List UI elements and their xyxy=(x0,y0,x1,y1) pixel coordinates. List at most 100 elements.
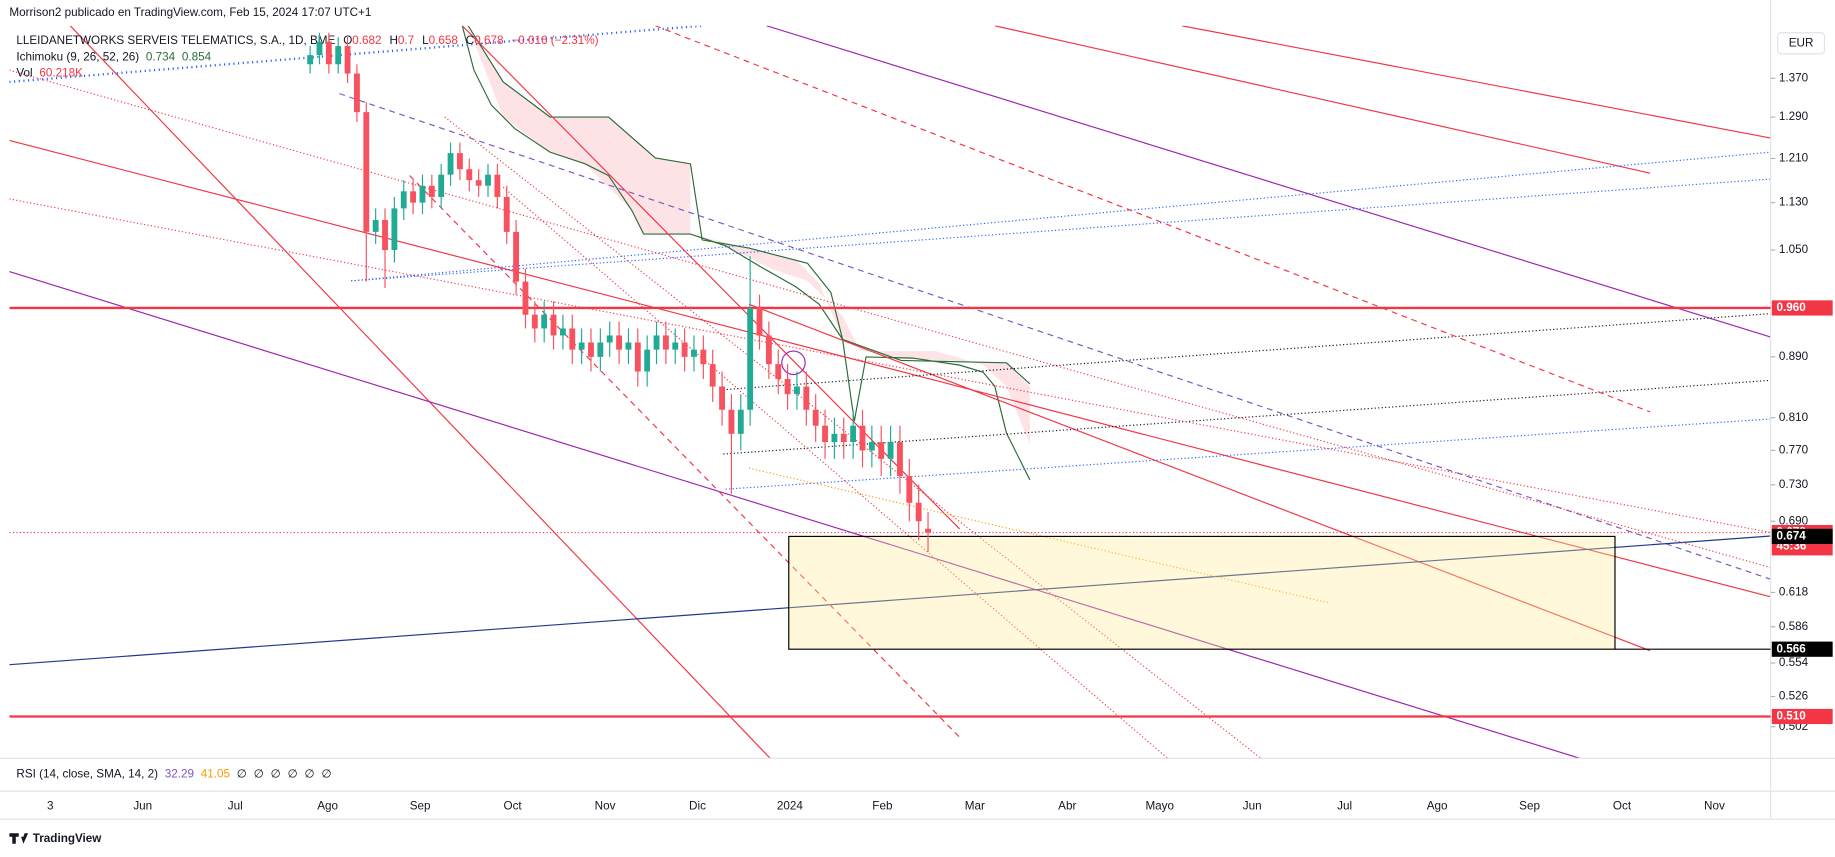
candle-body xyxy=(344,46,351,74)
y-tick-label: 0.730 xyxy=(1779,478,1809,491)
ohlc-label: L xyxy=(422,34,429,47)
price-label: 0.566 xyxy=(1776,642,1806,655)
candle-body xyxy=(372,220,379,232)
y-tick-label: 1.050 xyxy=(1779,243,1809,256)
candle-body xyxy=(737,409,744,434)
ohlc-value: 0.682 xyxy=(352,34,381,47)
candle-body xyxy=(662,335,669,350)
indicator-value: 60.218K xyxy=(39,67,83,80)
x-tick-label: Feb xyxy=(872,799,893,812)
trend-line xyxy=(1181,25,1771,139)
x-tick-label: Ago xyxy=(317,799,338,812)
y-tick-label: 0.554 xyxy=(1779,656,1809,669)
candle-body xyxy=(700,349,707,365)
y-tick-label: 1.210 xyxy=(1779,152,1809,165)
candle-body xyxy=(915,502,922,522)
y-tick-label: 1.290 xyxy=(1779,110,1809,123)
legend-ichimoku: Ichimoku (9, 26, 52, 26) 0.734 0.854 xyxy=(16,50,211,63)
candle-body xyxy=(569,328,576,350)
legend-rsi: RSI (14, close, SMA, 14, 2) 32.29 41.05 … xyxy=(16,768,331,781)
indicator-value: 0.734 xyxy=(146,50,176,63)
zone-box xyxy=(788,535,1616,650)
indicator-name: RSI (14, close, SMA, 14, 2) xyxy=(16,768,158,781)
candle-body xyxy=(606,335,613,343)
candle-body xyxy=(550,314,557,336)
trend-line xyxy=(409,175,961,738)
candle-body xyxy=(447,153,454,175)
indicator-name: Vol xyxy=(16,67,32,80)
trend-line xyxy=(69,25,771,759)
y-tick-label: 1.130 xyxy=(1779,196,1809,209)
candle-body xyxy=(316,41,323,56)
candle-body xyxy=(335,46,342,65)
candle-body xyxy=(382,220,388,251)
ichimoku-line xyxy=(467,25,1031,385)
candle-body xyxy=(681,342,688,357)
candle-body xyxy=(756,307,763,336)
candle-body xyxy=(363,112,370,232)
y-tick-label: 0.690 xyxy=(1779,514,1809,527)
trend-line xyxy=(9,69,1771,569)
plot-area xyxy=(9,32,1771,718)
indicator-value: 0.854 xyxy=(182,50,212,63)
x-tick-label: Jun xyxy=(1243,799,1262,812)
candle-body xyxy=(868,442,875,451)
candle-body xyxy=(428,185,435,197)
price-label: 0.960 xyxy=(1776,301,1806,314)
candle-body xyxy=(850,425,857,443)
candle-body xyxy=(438,174,445,197)
candle-body xyxy=(897,442,903,477)
candle-body xyxy=(747,307,754,410)
candle-body xyxy=(597,342,604,357)
legend: LLEIDANETWORKS SERVEIS TELEMATICS, S.A.,… xyxy=(16,34,598,781)
candle-body xyxy=(653,335,660,350)
candle-body xyxy=(728,409,735,434)
y-tick-label: 1.370 xyxy=(1779,71,1809,84)
x-tick-label: Dic xyxy=(689,799,706,812)
x-tick-label: Nov xyxy=(1704,799,1725,812)
ohlc-label: C xyxy=(466,34,474,47)
y-tick-label: 0.770 xyxy=(1779,443,1809,456)
trend-line xyxy=(723,379,1771,455)
indicator-value: ∅ xyxy=(288,768,298,781)
candle-body xyxy=(522,281,529,315)
currency[interactable]: EUR xyxy=(1789,36,1814,49)
candle-body xyxy=(503,196,510,232)
candle-body xyxy=(475,180,482,186)
trend-line xyxy=(9,270,1581,759)
x-tick-label: Mayo xyxy=(1145,799,1174,812)
change: −0.016 (−2.31%) xyxy=(511,34,598,47)
trend-line xyxy=(655,25,1651,413)
x-tick-label: Sep xyxy=(410,799,431,812)
x-tick-label: Ago xyxy=(1427,799,1448,812)
indicator-value: 41.05 xyxy=(201,768,231,781)
candle-body xyxy=(925,528,931,533)
ichimoku-line xyxy=(461,25,1031,481)
footer-logo: TradingView xyxy=(9,832,102,845)
ichimoku-cloud xyxy=(468,25,1030,445)
candle-body xyxy=(494,174,501,197)
y-tick-label: 0.526 xyxy=(1779,690,1808,703)
price-label: 0.674 xyxy=(1776,529,1806,542)
candle-body xyxy=(531,314,538,329)
candle-body xyxy=(400,191,407,209)
currency-button[interactable] xyxy=(1777,32,1826,55)
trend-line xyxy=(461,25,961,530)
candle-body xyxy=(644,349,651,372)
price-label-box xyxy=(1771,300,1833,316)
candle-body xyxy=(634,342,641,372)
candle-body xyxy=(831,433,838,443)
x-tick-label: Oct xyxy=(503,799,522,812)
candle-body xyxy=(325,41,332,65)
candle-body xyxy=(354,73,360,113)
candle-body xyxy=(485,174,491,186)
candle-body xyxy=(803,386,810,410)
indicator-value: 32.29 xyxy=(165,768,194,781)
candle-body xyxy=(709,364,716,387)
footer: TradingView xyxy=(33,832,103,845)
trend-line xyxy=(725,418,1771,490)
indicator-value: ∅ xyxy=(254,768,264,781)
trend-line xyxy=(351,178,1771,282)
